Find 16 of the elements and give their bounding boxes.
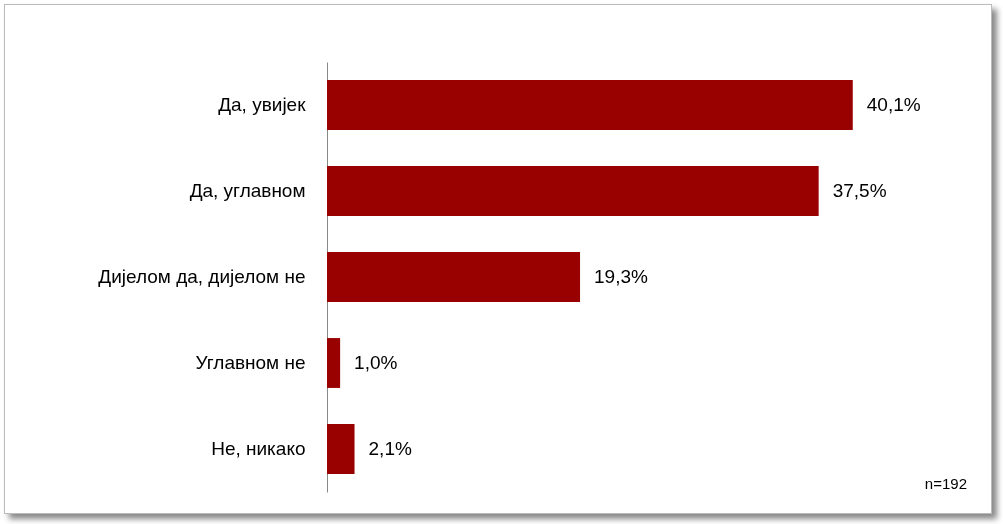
y-tick-label: Дијелом да, дијелом не	[98, 266, 306, 287]
y-tick-label: Да, углавном	[189, 180, 306, 201]
bar	[327, 424, 355, 474]
data-label: 19,3%	[594, 266, 649, 287]
data-label: 37,5%	[832, 180, 887, 201]
bar	[327, 252, 581, 302]
y-tick-label: Углавном не	[195, 352, 306, 373]
bar	[327, 166, 819, 216]
data-label: 2,1%	[368, 438, 412, 459]
bar	[327, 338, 341, 388]
y-tick-label: Не, никако	[211, 438, 306, 459]
data-label: 1,0%	[354, 352, 398, 373]
bar	[327, 80, 853, 130]
y-tick-label: Да, увијек	[218, 94, 307, 115]
text: n=192	[924, 475, 967, 492]
data-label: 40,1%	[866, 94, 921, 115]
